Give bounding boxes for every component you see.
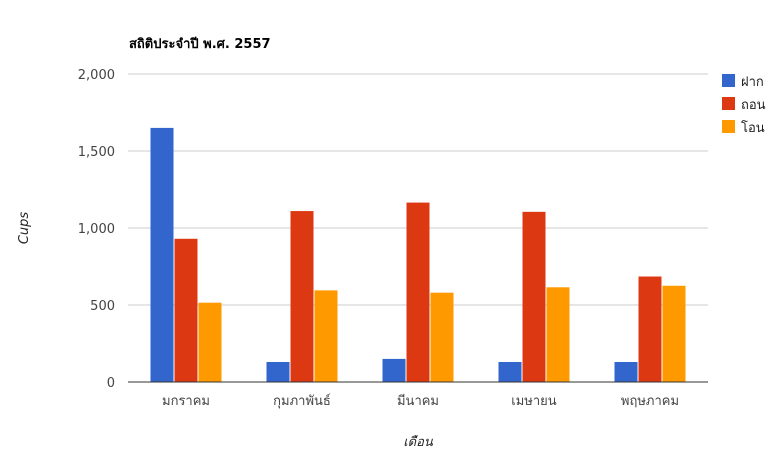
legend-swatch [722, 74, 735, 87]
bar[interactable] [266, 361, 290, 382]
bars [150, 127, 686, 383]
x-tick-label: พฤษภาคม [621, 394, 679, 409]
bar[interactable] [314, 290, 338, 382]
y-axis-title: Cups [17, 212, 32, 245]
x-axis-title: เดือน [403, 435, 434, 450]
y-tick-label: 500 [90, 299, 115, 314]
y-tick-label: 1,000 [78, 222, 115, 237]
x-tick-label: มกราคม [162, 394, 210, 409]
y-tick-label: 2,000 [78, 68, 115, 83]
legend-label: ฝาก [741, 75, 764, 90]
bar[interactable] [614, 361, 638, 382]
x-tick-label: เมษายน [511, 394, 556, 409]
bar[interactable] [198, 302, 222, 382]
bar[interactable] [430, 292, 454, 382]
x-tick-label: มีนาคม [397, 393, 439, 409]
y-tick-label: 0 [107, 376, 115, 391]
bar[interactable] [638, 276, 662, 382]
legend-label: ถอน [741, 98, 766, 113]
chart-title: สถิติประจำปี พ.ศ. 2557 [129, 36, 271, 52]
legend-label: โอน [741, 120, 765, 136]
legend-swatch [722, 120, 735, 133]
y-tick-labels: 0 500 1,000 1,500 2,000 [78, 68, 115, 391]
legend-swatch [722, 97, 735, 110]
x-tick-label: กุมภาพันธ์ [273, 393, 331, 409]
bar[interactable] [382, 358, 406, 382]
bar[interactable] [522, 211, 546, 382]
y-tick-label: 1,500 [78, 145, 115, 160]
bar[interactable] [406, 202, 430, 382]
x-tick-labels: มกราคม กุมภาพันธ์ มีนาคม เมษายน พฤษภาคม [162, 393, 679, 409]
bar[interactable] [150, 127, 174, 383]
bar[interactable] [174, 238, 198, 382]
bar[interactable] [290, 211, 314, 382]
bar[interactable] [498, 361, 522, 382]
bar[interactable] [546, 287, 570, 382]
bar[interactable] [662, 285, 686, 382]
